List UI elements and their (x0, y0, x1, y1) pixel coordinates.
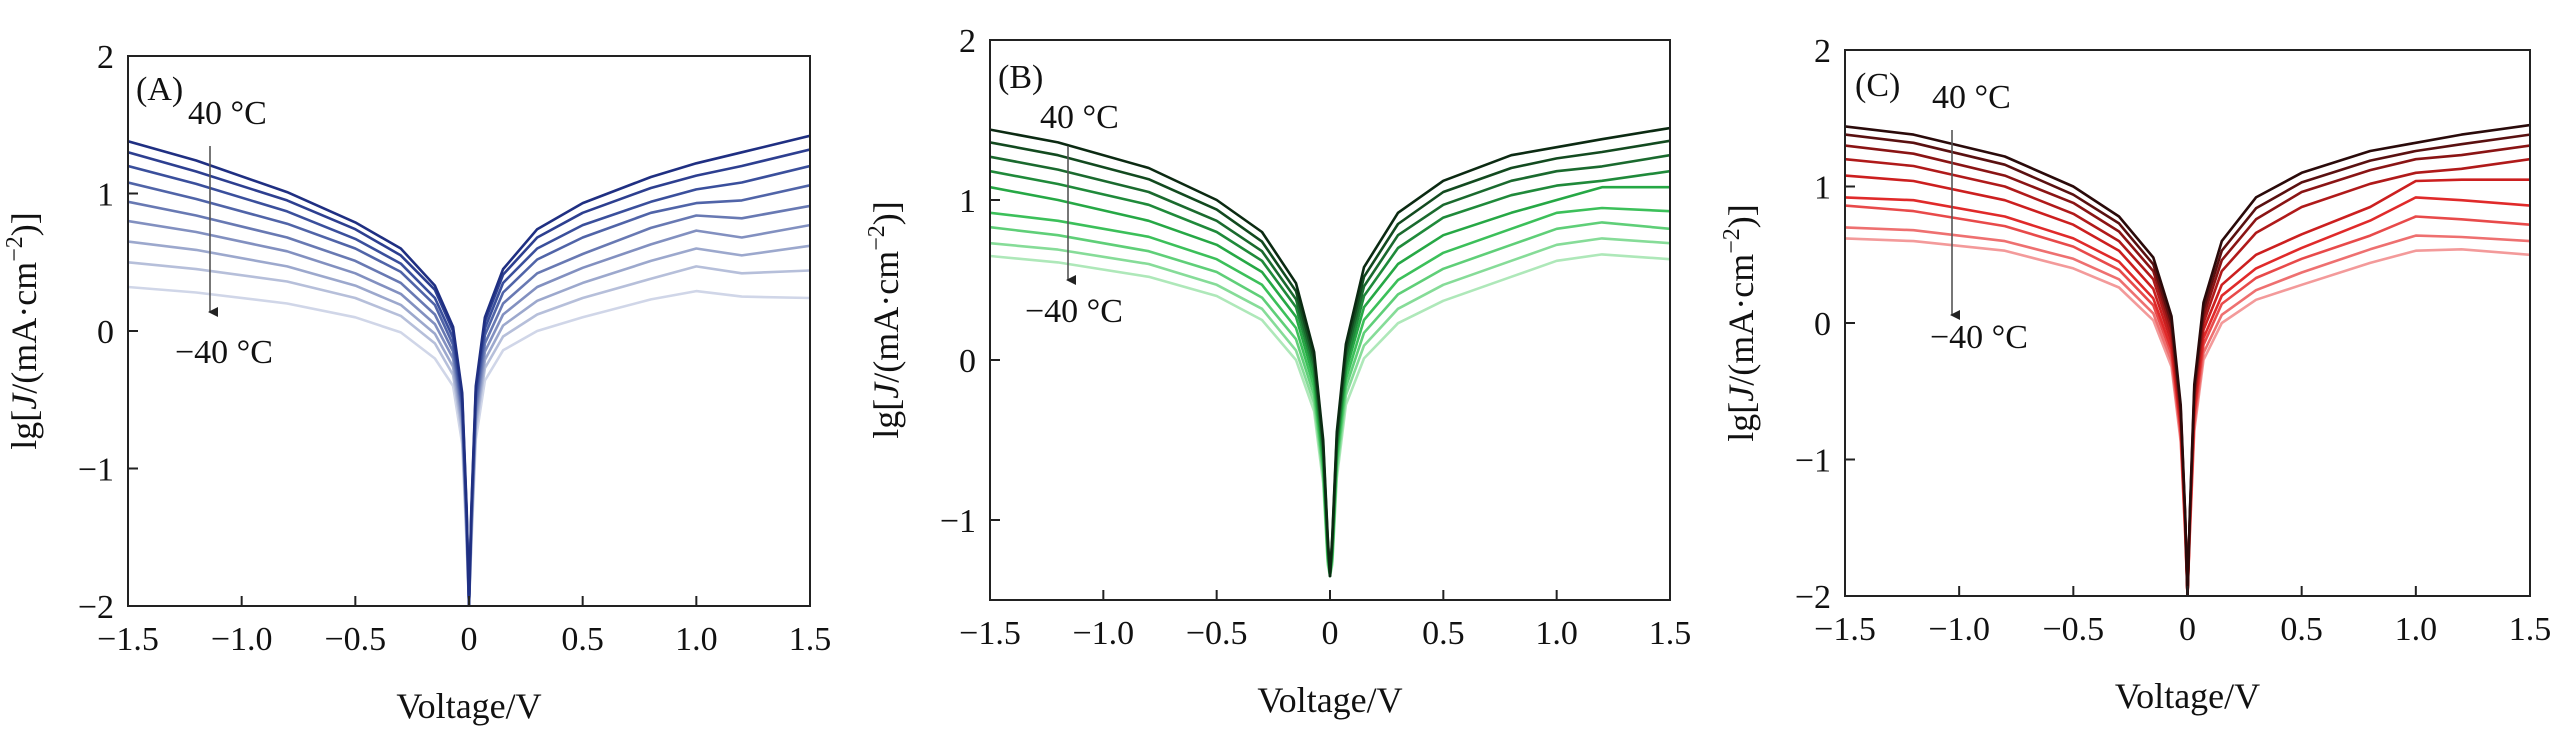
x-tick-label: −0.5 (1186, 615, 1248, 652)
x-axis-title: Voltage/V (396, 686, 541, 726)
y-title-part: )] (1721, 204, 1761, 228)
plot-frame (127, 55, 811, 607)
y-title-part: /(mA·cm (4, 262, 44, 394)
y-title-part: )] (4, 212, 44, 236)
y-tick-label: 1 (959, 183, 976, 220)
series-line-2 (990, 139, 1670, 578)
x-tick-label: −1.0 (1928, 611, 1990, 648)
series-line-8 (1845, 226, 2530, 596)
series-group (1845, 123, 2530, 596)
x-axis-title: Voltage/V (1257, 680, 1402, 720)
x-tick-label: 1.0 (675, 621, 718, 658)
panel-label: (A) (136, 71, 183, 108)
panel-label: (C) (1855, 67, 1900, 104)
annotation-bottom-temperature: −40 °C (1025, 293, 1123, 330)
series-line-2 (128, 148, 810, 606)
series-line-5 (990, 185, 1670, 578)
y-title-part: J (1721, 384, 1761, 402)
x-tick-label: −0.5 (324, 621, 386, 658)
x-tick-label: 0.5 (561, 621, 604, 658)
x-tick-label: 0 (461, 621, 478, 658)
series-line-1 (990, 126, 1670, 578)
y-tick-label: 0 (97, 314, 114, 351)
y-tick-label: −2 (78, 589, 114, 626)
series-line-8 (990, 237, 1670, 578)
x-tick-label: 1.5 (1649, 615, 1692, 652)
y-tick-label: 2 (97, 39, 114, 76)
series-line-4 (128, 181, 810, 606)
y-tick-label: 0 (959, 343, 976, 380)
series-group (990, 126, 1670, 578)
y-tick-label: 0 (1814, 306, 1831, 343)
x-tick-label: 1.5 (789, 621, 832, 658)
panel-1: −1.5 −1.0 −0.5 0 0.5 1.0 1.5 −2 −1 0 1 2 Voltage/V lg… (2, 39, 831, 726)
y-axis-title: lg[J/(mA·cm−2)] (1719, 204, 1761, 441)
y-title-superscript: −2 (864, 225, 890, 251)
series-line-6 (128, 219, 810, 606)
x-tick-label: −1.5 (1814, 611, 1876, 648)
series-line-9 (1845, 237, 2530, 596)
y-title-part: lg[ (866, 399, 906, 439)
panel-3: −1.5 −1.0 −0.5 0 0.5 1.0 1.5 −2 −1 0 1 2 Voltage/V lg… (1719, 33, 2551, 716)
y-title-part: J (866, 381, 906, 399)
series-line-1 (1845, 123, 2530, 596)
panel-label: (B) (998, 59, 1043, 96)
y-tick-label: 1 (97, 177, 114, 214)
y-title-part: /(mA·cm (1721, 254, 1761, 386)
series-line-7 (1845, 204, 2530, 596)
x-tick-label: 1.0 (1535, 615, 1578, 652)
annotation-bottom-temperature: −40 °C (175, 334, 273, 371)
x-axis-title: Voltage/V (2115, 676, 2260, 716)
y-title-superscript: −2 (1719, 228, 1745, 254)
y-title-part: lg[ (1721, 402, 1761, 442)
annotation-top-temperature: 40 °C (188, 95, 267, 132)
series-line-6 (990, 206, 1670, 578)
annotation-top-temperature: 40 °C (1932, 79, 2011, 116)
x-tick-label: 0 (1322, 615, 1339, 652)
series-line-4 (1845, 157, 2530, 596)
series-line-2 (1845, 133, 2530, 596)
annotation-bottom-temperature: −40 °C (1930, 319, 2028, 356)
x-tick-label: 0.5 (1422, 615, 1465, 652)
panel-2: −1.5 −1.0 −0.5 0 0.5 1.0 1.5 −1 0 1 2 Voltage/V lg[J… (864, 23, 1691, 720)
series-line-6 (1845, 196, 2530, 596)
y-tick-label: 1 (1814, 170, 1831, 207)
x-tick-label: −1.5 (97, 621, 159, 658)
y-tick-label: −1 (78, 452, 114, 489)
x-tick-label: −1.0 (1072, 615, 1134, 652)
series-group (128, 134, 810, 606)
y-title-part: J (4, 392, 44, 410)
y-tick-label: 2 (959, 23, 976, 60)
x-tick-label: 1.5 (2509, 611, 2552, 648)
y-title-superscript: −2 (2, 236, 28, 262)
series-line-5 (1845, 174, 2530, 596)
x-tick-label: 0.5 (2280, 611, 2323, 648)
series-line-3 (1845, 144, 2530, 596)
y-tick-label: 2 (1814, 33, 1831, 70)
series-line-7 (990, 221, 1670, 578)
x-tick-label: 1.0 (2395, 611, 2438, 648)
series-line-4 (990, 169, 1670, 578)
y-axis-title: lg[J/(mA·cm−2)] (864, 201, 906, 438)
y-title-part: /(mA·cm (866, 251, 906, 383)
x-tick-label: 0 (2179, 611, 2196, 648)
series-line-5 (128, 200, 810, 606)
series-line-3 (990, 153, 1670, 578)
y-axis-title: lg[J/(mA·cm−2)] (2, 212, 44, 449)
y-tick-label: −2 (1795, 579, 1831, 616)
series-line-1 (128, 134, 810, 606)
annotation-top-temperature: 40 °C (1040, 99, 1119, 136)
y-tick-label: −1 (940, 503, 976, 540)
x-tick-label: −1.5 (959, 615, 1021, 652)
x-tick-label: −1.0 (211, 621, 273, 658)
x-tick-label: −0.5 (2042, 611, 2104, 648)
y-title-part: )] (866, 201, 906, 225)
y-tick-label: −1 (1795, 443, 1831, 480)
y-title-part: lg[ (4, 410, 44, 450)
